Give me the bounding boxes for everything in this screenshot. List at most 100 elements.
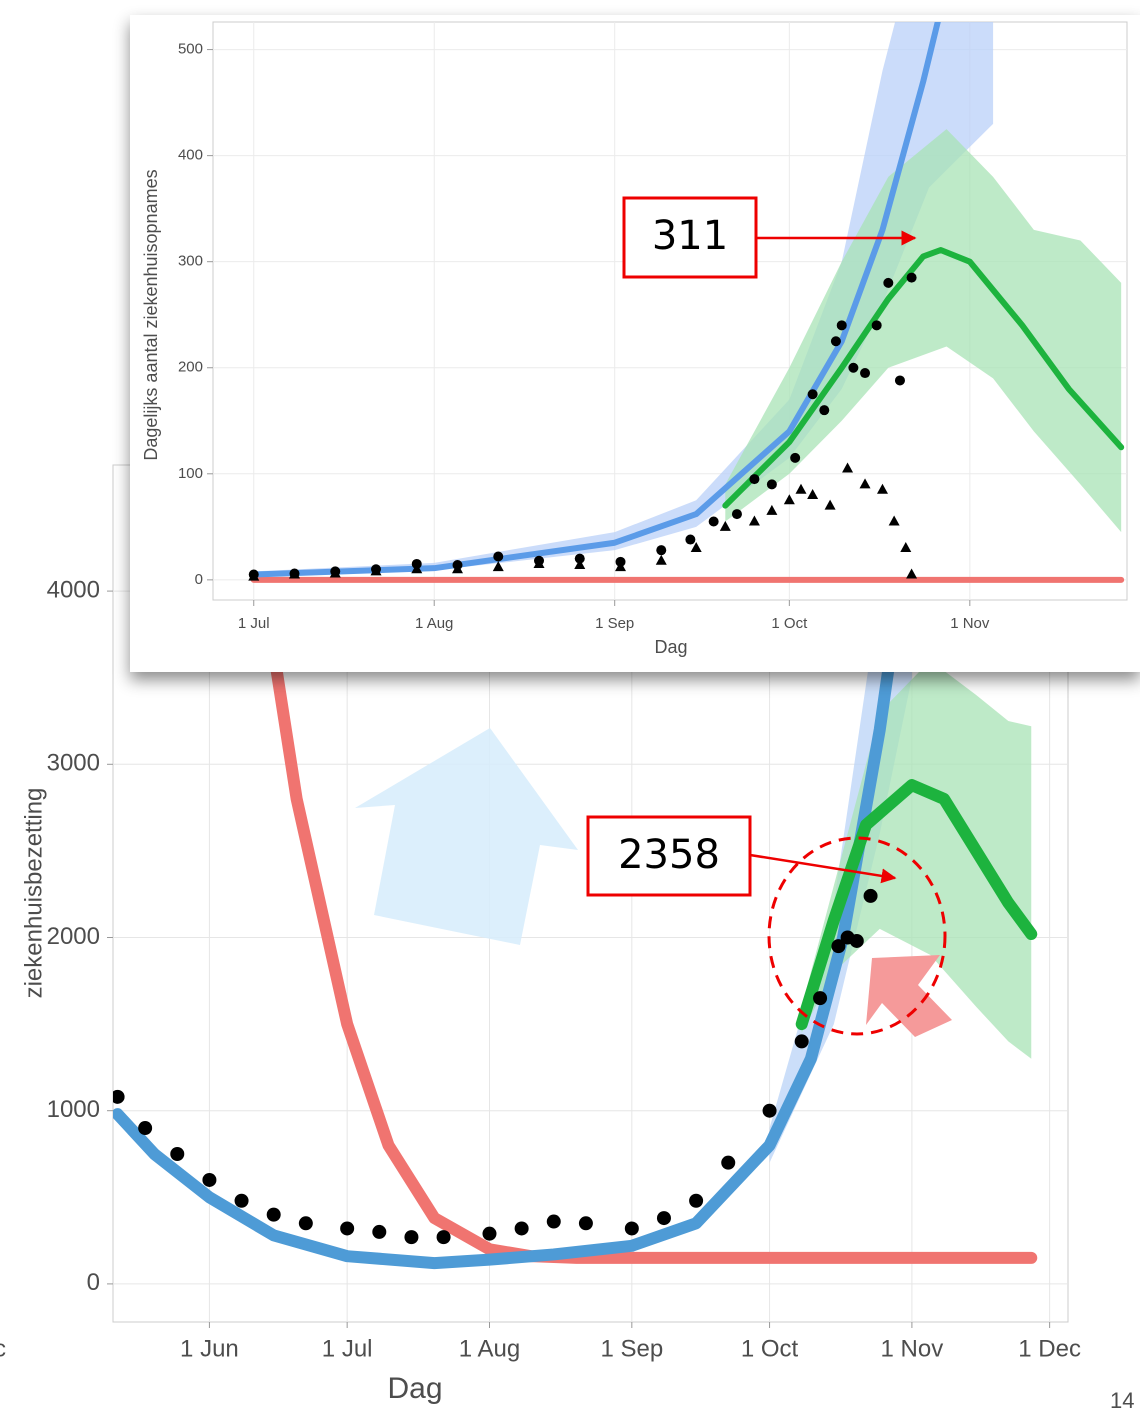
data-point [894, 375, 905, 386]
y-tick-label: 300 [178, 253, 203, 270]
data-point [849, 933, 864, 948]
data-point [836, 320, 847, 331]
data-point [859, 478, 871, 489]
annotation: 2358 [618, 832, 720, 878]
data-point [685, 534, 696, 545]
x-tick-label: 1 Jun [180, 1335, 239, 1362]
data-point [298, 1216, 313, 1231]
data-point [615, 561, 627, 572]
page-number: 14 [1110, 1388, 1134, 1408]
data-point [113, 1089, 125, 1104]
data-point [514, 1221, 529, 1236]
data-point [783, 494, 795, 505]
data-point [766, 504, 778, 515]
data-point [266, 1207, 281, 1222]
y-tick-label: 2000 [47, 923, 100, 950]
x-tick-label: 1 Aug [459, 1335, 520, 1362]
x-tick-label: 1 Aug [415, 615, 453, 632]
data-point [888, 515, 900, 526]
inset-panel: Dagelijks aantal ziekenhuisopnames Dag 0… [130, 15, 1140, 672]
data-point [452, 563, 464, 574]
annotation-box [622, 196, 758, 279]
data-point [493, 551, 504, 562]
y-tick-label: 400 [178, 147, 203, 164]
data-point [842, 462, 854, 473]
data-point [721, 1155, 736, 1170]
y-tick-label: 0 [195, 571, 203, 588]
x-tick-label: 1 Nov [881, 1335, 944, 1362]
y-tick-label: 200 [178, 359, 203, 376]
y-tick-label: 100 [178, 465, 203, 482]
blue-arrow [355, 728, 578, 945]
data-point [436, 1230, 451, 1245]
confidence-band [801, 660, 1032, 1059]
annotation-box [586, 815, 752, 897]
data-point [411, 563, 423, 574]
data-point [234, 1193, 249, 1208]
data-point [404, 1230, 419, 1245]
annotations: 2358 c 14 [0, 728, 1134, 1408]
x-tick-label: 1 Oct [771, 615, 808, 632]
x-tick-label: 1 Nov [950, 615, 990, 632]
data-point [824, 499, 836, 510]
y-tick-label: 500 [178, 41, 203, 58]
data-point [871, 320, 882, 331]
data-point [289, 568, 301, 579]
data-point [766, 479, 777, 490]
data-point [848, 362, 859, 373]
data-point [546, 1214, 561, 1229]
red-arrow [866, 955, 952, 1037]
data-point [656, 1211, 671, 1226]
data-point [731, 509, 742, 520]
data-point [831, 939, 846, 954]
plot-area [248, 22, 1125, 583]
y-tick-label: 3000 [47, 750, 100, 777]
model-line [250, 22, 941, 578]
data-point [906, 272, 917, 283]
data-point [370, 565, 382, 576]
data-point [795, 483, 807, 494]
data-point [813, 991, 828, 1006]
data-point [578, 1216, 593, 1231]
data-point [906, 568, 918, 579]
x-axis-title: Dag [387, 1372, 442, 1405]
annotation-arrow [749, 853, 897, 884]
model-line [722, 247, 1125, 509]
data-point [807, 489, 819, 500]
data-point [830, 336, 841, 347]
model-line [113, 498, 918, 1270]
y-tick-label: 4000 [47, 576, 100, 603]
data-point [863, 888, 878, 903]
data-point [748, 515, 760, 526]
plot-border [212, 21, 1128, 601]
x-axis-title: Dag [654, 637, 687, 657]
y-axis-title: Dagelijks aantal ziekenhuisopnames [141, 169, 161, 460]
data-point [202, 1172, 217, 1187]
data-point [170, 1146, 185, 1161]
data-point [372, 1224, 387, 1239]
y-tick-label: 1000 [47, 1096, 100, 1123]
confidence-band [725, 129, 1122, 533]
data-point [574, 553, 585, 564]
x-tick-label: 1 Sep [595, 615, 634, 632]
data-point [883, 277, 894, 288]
data-point [690, 542, 702, 553]
data-point [492, 561, 504, 572]
data-point [807, 389, 818, 400]
x-tick-label: 1 Jul [238, 615, 270, 632]
data-point [876, 483, 888, 494]
data-point [533, 557, 545, 568]
data-point [762, 1103, 777, 1118]
cropped-label: c [0, 1335, 6, 1362]
data-point [138, 1121, 153, 1136]
data-point [790, 452, 801, 463]
data-point [624, 1221, 639, 1236]
data-point [329, 567, 341, 578]
admissions-chart: Dagelijks aantal ziekenhuisopnames Dag 0… [141, 21, 1128, 657]
x-tick-label: 1 Oct [741, 1335, 799, 1362]
data-point [819, 405, 830, 416]
data-point [708, 516, 719, 527]
data-point [794, 1034, 809, 1049]
model-line [795, 779, 1038, 1031]
data-point [749, 474, 760, 485]
